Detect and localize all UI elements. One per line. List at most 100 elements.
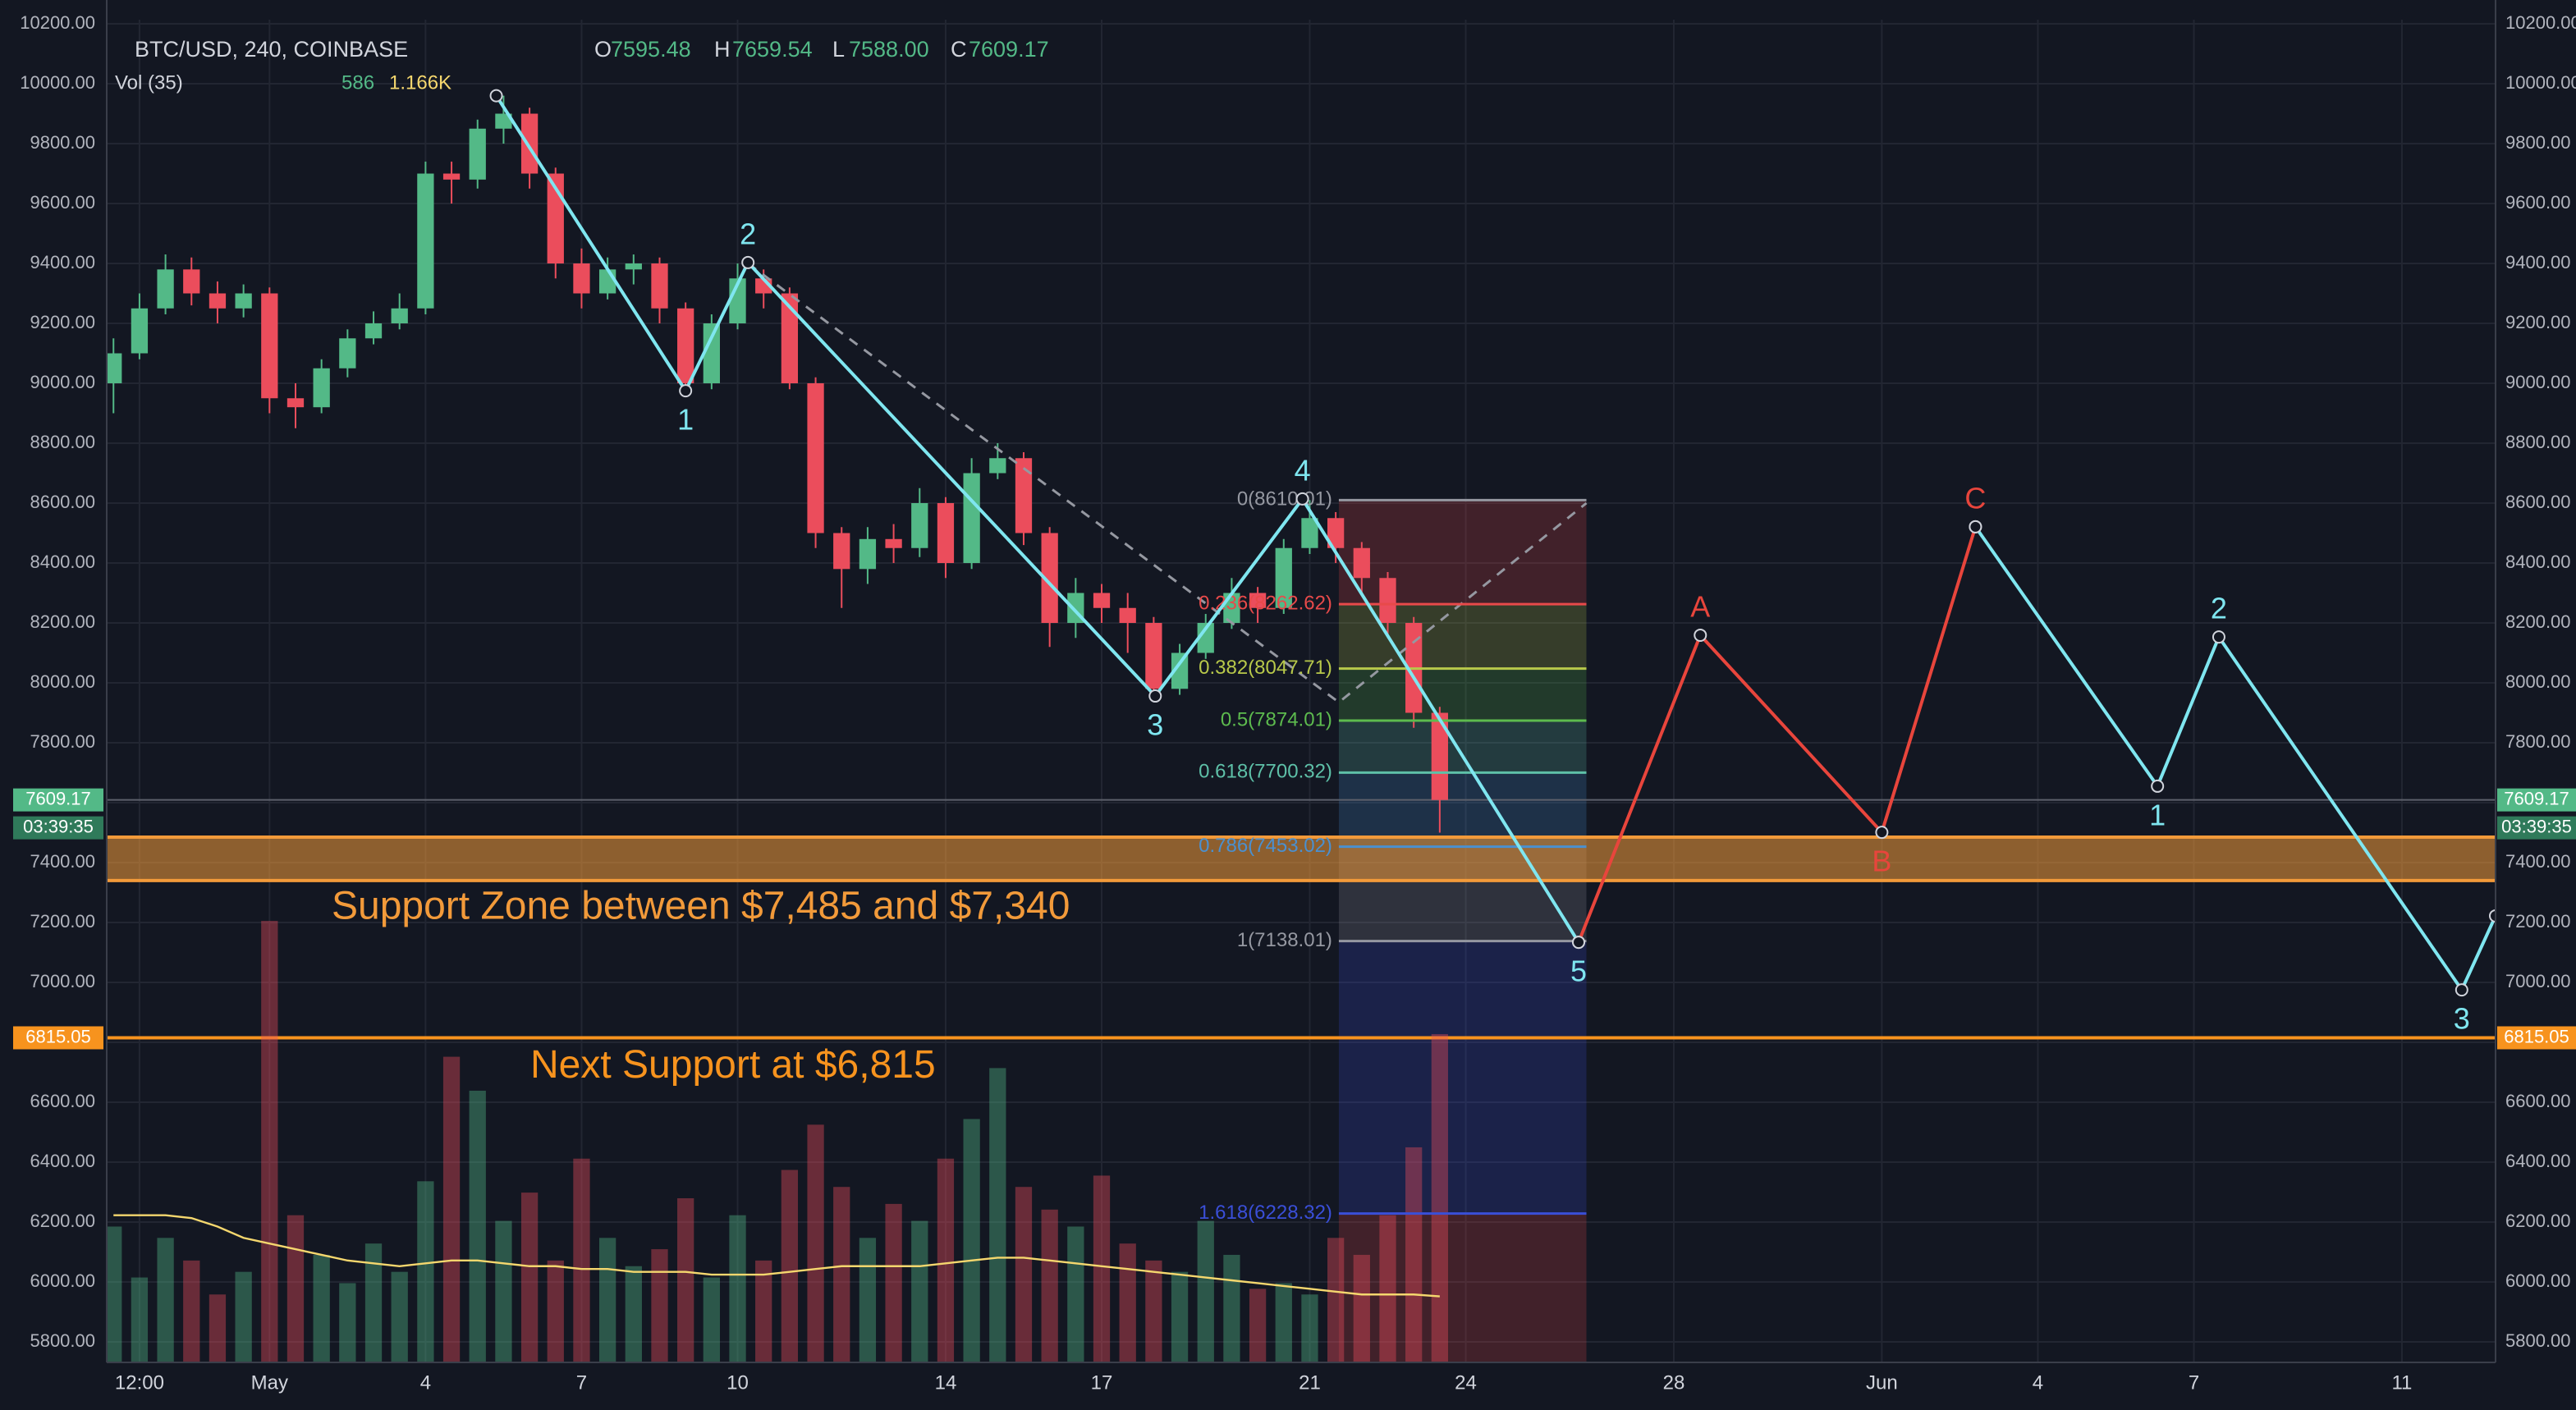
volume-label[interactable]: Vol (35) — [115, 71, 183, 94]
countdown-tag-bg — [13, 816, 103, 840]
y-tick-label: 10000.00 — [2505, 72, 2576, 93]
support-zone-label: Support Zone between $7,485 and $7,340 — [332, 885, 1070, 928]
volume-bar — [989, 1068, 1006, 1362]
y-tick-label: 7400.00 — [2505, 851, 2571, 872]
candle-body — [1353, 547, 1370, 579]
y-tick-label: 10200.00 — [2505, 12, 2576, 33]
wave-label: 5 — [1570, 954, 1587, 988]
fib-label: 1.618(6228.32) — [1199, 1202, 1332, 1224]
candle-body — [1197, 622, 1214, 653]
y-tick-label: 9600.00 — [2505, 192, 2571, 213]
wave-label: C — [1964, 481, 1986, 515]
candle-body — [1379, 578, 1396, 623]
volume-bar — [781, 1170, 799, 1362]
symbol[interactable]: BTC/USD, 240, COINBASE — [135, 37, 408, 62]
last-price-tag-bg — [2497, 788, 2576, 812]
candle-body — [911, 502, 928, 548]
candle-body — [1327, 518, 1345, 548]
volume-bar — [547, 1260, 564, 1362]
volume-bar — [651, 1249, 668, 1362]
volume-bar — [131, 1277, 149, 1362]
y-tick-label: 5800.00 — [2505, 1330, 2571, 1351]
y-tick-label: 8800.00 — [2505, 432, 2571, 452]
candle-body — [1015, 458, 1033, 533]
candle-body — [442, 173, 461, 180]
open-value: 7595.48 — [611, 37, 691, 62]
wave-point — [1572, 936, 1586, 950]
wave-label: 2 — [740, 217, 756, 250]
candle-body — [963, 473, 980, 563]
volume-bar — [703, 1277, 720, 1362]
volume-bar — [807, 1124, 824, 1362]
axis-left — [0, 0, 107, 1410]
legend-header: BTC/USD, 240, COINBASE O 7595.48 H 7659.… — [115, 37, 1049, 94]
wave-point — [1694, 628, 1707, 642]
y-tick-label: 8600.00 — [30, 492, 95, 512]
fib-label: 0.382(8047.71) — [1199, 657, 1332, 679]
volume-bar — [755, 1260, 772, 1362]
volume-bar — [183, 1260, 200, 1362]
y-tick-label: 6600.00 — [2505, 1091, 2571, 1111]
volume-bar — [1223, 1254, 1240, 1362]
candle-body — [1171, 652, 1189, 689]
candle-body — [235, 293, 252, 309]
candle-body — [183, 269, 200, 294]
wave-point — [1969, 520, 1982, 533]
countdown-tag: 03:39:35 — [23, 816, 94, 836]
wave-label: 3 — [2454, 1002, 2470, 1036]
y-tick-label: 8200.00 — [30, 611, 95, 632]
candle-body — [1145, 622, 1162, 689]
candle-body — [885, 538, 902, 548]
axis-bottom — [0, 1362, 2576, 1410]
axis-right — [2496, 0, 2576, 1410]
wave-point — [741, 255, 755, 269]
volume-bar — [286, 1215, 305, 1362]
wave-label: 1 — [2149, 798, 2166, 831]
fib-zone — [1338, 941, 1587, 1214]
next-support-label: Next Support at $6,815 — [530, 1043, 936, 1087]
y-tick-label: 7800.00 — [2505, 731, 2571, 752]
candle-body — [417, 173, 434, 309]
high-label: H — [714, 37, 731, 62]
x-tick-label: 10 — [727, 1371, 749, 1394]
last-price-tag: 7609.17 — [2504, 788, 2569, 808]
fib-zone — [1338, 604, 1587, 669]
volume-bar — [1275, 1283, 1292, 1362]
volume-bar — [417, 1181, 434, 1362]
close-value: 7609.17 — [969, 37, 1049, 62]
fib-label: 0.5(7874.01) — [1221, 708, 1332, 730]
y-tick-label: 6000.00 — [30, 1270, 95, 1291]
wave-label: 2 — [2211, 592, 2227, 625]
volume-bar — [157, 1238, 174, 1362]
y-tick-label: 6600.00 — [30, 1091, 95, 1111]
y-tick-label: 9000.00 — [30, 372, 95, 392]
volume-bar — [235, 1271, 252, 1362]
candle-body — [131, 308, 149, 354]
wave-point — [1148, 689, 1162, 703]
candle-body — [520, 113, 539, 174]
candle-body — [807, 382, 824, 533]
y-tick-label: 7200.00 — [2505, 911, 2571, 932]
y-tick-label: 5800.00 — [30, 1330, 95, 1351]
x-tick-label: 7 — [2189, 1371, 2199, 1394]
volume-ma-line — [113, 1214, 1440, 1298]
volume-bar — [1041, 1209, 1058, 1362]
candle-body — [495, 113, 512, 129]
low-value: 7588.00 — [849, 37, 929, 62]
close-label: C — [951, 37, 967, 62]
fib-zone — [1338, 500, 1587, 605]
x-tick-label: 28 — [1663, 1371, 1685, 1394]
support-price-tag-bg — [2497, 1026, 2576, 1050]
wave-point — [1295, 492, 1309, 506]
y-tick-label: 9200.00 — [30, 312, 95, 332]
y-tick-label: 9200.00 — [2505, 312, 2571, 332]
volume-bar — [1197, 1220, 1214, 1362]
y-tick-label: 6400.00 — [2505, 1151, 2571, 1171]
volume-ma-value: 1.166K — [389, 71, 451, 94]
y-tick-label: 8000.00 — [2505, 671, 2571, 692]
candle-body — [1275, 547, 1292, 608]
x-tick-label: 21 — [1299, 1371, 1321, 1394]
candle-body — [339, 338, 356, 369]
volume-bar — [963, 1119, 980, 1362]
candle-body — [286, 398, 305, 408]
